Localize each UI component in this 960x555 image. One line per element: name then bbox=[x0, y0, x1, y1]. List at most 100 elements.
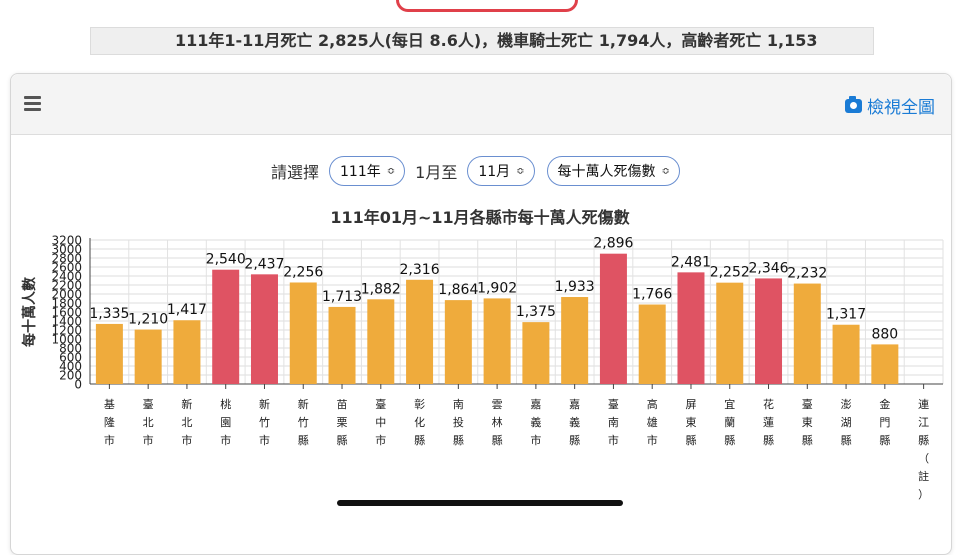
x-tick-label-char: 嘉 bbox=[530, 397, 541, 411]
y-tick-label: 3000 bbox=[51, 243, 82, 257]
y-tick-label: 2600 bbox=[51, 261, 82, 275]
x-tick-label-char: 南 bbox=[453, 398, 464, 411]
bar bbox=[328, 306, 356, 384]
x-tick-label-char: 縣 bbox=[763, 434, 774, 447]
updown-chevron-icon: ≎ bbox=[661, 165, 670, 177]
bar bbox=[444, 300, 472, 384]
chart-title: 111年01月~11月各縣市每十萬人死傷數 bbox=[330, 208, 629, 227]
x-tick-label: 金門縣 bbox=[879, 397, 890, 447]
x-tick-label-char: 金 bbox=[879, 397, 890, 411]
metric-select[interactable]: 每十萬人死傷數 ≎ bbox=[546, 156, 680, 186]
y-tick-label: 2800 bbox=[51, 252, 82, 266]
bar-value-label: 1,317 bbox=[826, 307, 866, 323]
bar-value-label: 1,335 bbox=[89, 306, 129, 322]
x-tick-label-char: 縣 bbox=[569, 434, 580, 447]
bar-value-label: 2,540 bbox=[206, 252, 246, 268]
bar-value-label: 1,902 bbox=[477, 280, 517, 296]
bar-value-label: 1,375 bbox=[516, 304, 556, 320]
camera-icon bbox=[845, 95, 862, 113]
bar-value-label: 2,346 bbox=[748, 260, 788, 276]
x-tick-label-char: 市 bbox=[259, 433, 270, 447]
x-tick-label-char: 新 bbox=[298, 397, 309, 411]
x-tick-label-char: （ bbox=[918, 452, 929, 465]
select-prompt: 請選擇 bbox=[271, 163, 320, 182]
x-tick-label-char: 縣 bbox=[802, 434, 813, 447]
x-tick-label-char: 隆 bbox=[104, 415, 115, 429]
y-tick-label: 1800 bbox=[51, 297, 82, 311]
x-tick-label-char: 化 bbox=[414, 415, 425, 429]
bar-value-label: 880 bbox=[871, 326, 898, 342]
x-tick-label-char: 竹 bbox=[259, 415, 270, 429]
bar-value-label: 1,210 bbox=[128, 312, 168, 328]
bar-value-label: 1,882 bbox=[361, 281, 401, 297]
x-tick-label: 新北市 bbox=[181, 397, 192, 447]
x-tick-label-char: 市 bbox=[104, 433, 115, 447]
x-tick-label: 南投縣 bbox=[453, 398, 464, 447]
x-tick-label-char: 縣 bbox=[337, 434, 348, 447]
statistics-ticker: 111年1-11月死亡 2,825人(每日 8.6人)，機車騎士死亡 1,794… bbox=[90, 27, 874, 55]
y-tick-label: 2400 bbox=[51, 270, 82, 284]
updown-chevron-icon: ≎ bbox=[516, 165, 525, 177]
y-tick-label: 0 bbox=[74, 378, 82, 392]
bar bbox=[406, 279, 434, 384]
bar bbox=[212, 269, 240, 384]
month-select-value: 11月 bbox=[478, 164, 511, 180]
x-tick-label: 連江縣 （ 註 ） bbox=[918, 397, 929, 501]
x-tick-label-char: 縣 bbox=[685, 434, 696, 447]
x-tick-label: 屏東縣 bbox=[685, 398, 696, 447]
y-tick-label: 400 bbox=[59, 360, 82, 374]
bar bbox=[599, 253, 627, 384]
x-tick-label: 苗栗縣 bbox=[337, 398, 348, 447]
x-tick-label-char: 竹 bbox=[298, 415, 309, 429]
x-tick-label-char: 臺 bbox=[802, 397, 813, 411]
bar bbox=[173, 320, 201, 384]
bar-value-label: 2,316 bbox=[400, 262, 440, 278]
x-tick-label-char: 縣 bbox=[414, 434, 425, 447]
x-tick-label-char: 高 bbox=[647, 397, 658, 411]
x-tick-label-char: 縣 bbox=[492, 434, 503, 447]
x-tick-label-char: ） bbox=[918, 488, 929, 501]
view-full-chart-button[interactable]: 檢視全圖 bbox=[845, 93, 935, 118]
bar-value-label: 2,896 bbox=[593, 236, 633, 252]
x-tick-label-char: 新 bbox=[181, 397, 192, 411]
x-tick-label-char: 南 bbox=[608, 416, 619, 429]
x-tick-label-char: 苗 bbox=[337, 398, 348, 411]
x-tick-label-char: 縣 bbox=[841, 434, 852, 447]
x-tick-label: 嘉義縣 bbox=[569, 397, 580, 447]
y-tick-label: 200 bbox=[59, 369, 82, 383]
bar bbox=[561, 297, 589, 384]
x-tick-label: 新竹縣 bbox=[298, 397, 309, 447]
x-tick-label-char: 縣 bbox=[298, 434, 309, 447]
y-axis-label: 每十萬人數 bbox=[21, 277, 38, 347]
year-select-value: 111年 bbox=[340, 164, 381, 180]
x-tick-label-char: 市 bbox=[181, 433, 192, 447]
bar-value-label: 1,766 bbox=[632, 287, 672, 303]
x-tick-label-char: 桃 bbox=[220, 397, 231, 411]
menu-icon[interactable] bbox=[24, 96, 41, 111]
bar bbox=[522, 322, 550, 384]
year-select[interactable]: 111年 ≎ bbox=[329, 156, 406, 186]
bar bbox=[677, 272, 705, 384]
x-tick-label-char: 東 bbox=[685, 416, 696, 429]
x-tick-label-char: 市 bbox=[647, 433, 658, 447]
x-tick-label: 高雄市 bbox=[647, 397, 658, 447]
menu-icon-line bbox=[24, 96, 41, 99]
x-tick-label-char: 市 bbox=[143, 433, 154, 447]
metric-select-value: 每十萬人死傷數 bbox=[557, 164, 656, 180]
x-tick-label: 臺南市 bbox=[608, 397, 619, 447]
bar-value-label: 1,864 bbox=[438, 282, 478, 298]
x-tick-label-char: 臺 bbox=[608, 397, 619, 411]
menu-icon-line bbox=[24, 102, 41, 105]
x-tick-label-char: 註 bbox=[918, 470, 929, 483]
x-tick-label-char: 東 bbox=[802, 416, 813, 429]
month-select[interactable]: 11月 ≎ bbox=[467, 156, 535, 186]
x-tick-label-char: 縣 bbox=[453, 434, 464, 447]
y-tick-label: 1200 bbox=[51, 324, 82, 338]
x-tick-label: 澎湖縣 bbox=[841, 398, 852, 447]
y-tick-label: 1600 bbox=[51, 306, 82, 320]
x-tick-label: 新竹市 bbox=[259, 397, 270, 447]
x-tick-label: 桃園市 bbox=[220, 397, 231, 447]
x-tick-label-char: 基 bbox=[104, 398, 115, 411]
home-indicator bbox=[337, 500, 623, 506]
bar bbox=[483, 298, 511, 384]
